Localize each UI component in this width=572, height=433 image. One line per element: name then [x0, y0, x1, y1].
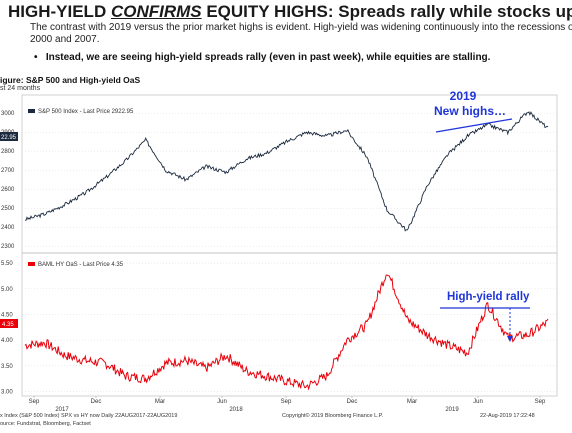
y-tick-label: 4.50 — [1, 312, 13, 318]
hy-rally-annotation: High-yield rally — [447, 291, 530, 303]
spx-last-badge — [0, 132, 18, 141]
spx-legend-swatch — [28, 109, 35, 113]
footer-source: ource: Fundstrat, Bloomberg, Factset — [0, 421, 91, 427]
spx-series-line — [24, 111, 549, 232]
x-year-label: 2019 — [445, 407, 459, 413]
new-highs-trend-line — [435, 118, 513, 133]
x-month-label: Mar — [407, 399, 417, 405]
hy-legend-swatch — [28, 262, 35, 266]
new-highs-annotation-year: 2019 — [450, 89, 477, 103]
slide-title: HIGH-YIELD CONFIRMS EQUITY HIGHS: Spread… — [8, 2, 572, 21]
slide-subtitle: The contrast with 2019 versus the prior … — [30, 22, 572, 45]
bullet-point: • Instead, we are seeing high-yield spre… — [34, 52, 491, 63]
figure-title: igure: S&P 500 and High-yield OaS — [0, 75, 141, 85]
y-tick-label: 2800 — [1, 149, 15, 155]
x-month-label: Sep — [29, 399, 40, 405]
y-tick-label: 2300 — [1, 244, 15, 250]
x-year-label: 2017 — [55, 407, 69, 413]
y-tick-label: 2400 — [1, 225, 15, 231]
hy-last-value: 4.35 — [2, 322, 14, 328]
x-month-label: Sep — [281, 399, 292, 405]
y-tick-label: 3.00 — [1, 389, 13, 395]
x-year-label: 2018 — [229, 407, 243, 413]
hy-legend-label: BAML HY OaS - Last Price 4.35 — [38, 262, 124, 268]
y-tick-label: 3.50 — [1, 364, 13, 370]
x-month-label: Dec — [91, 399, 102, 405]
x-month-label: Jun — [217, 399, 227, 405]
x-month-label: Mar — [155, 399, 165, 405]
hy-last-badge — [0, 319, 18, 328]
y-tick-label: 2700 — [1, 168, 15, 174]
new-highs-annotation-text: New highs… — [434, 104, 506, 118]
spx-last-value: 22.95 — [1, 135, 17, 141]
footer-line-1: x Index (S&P 500 Index) SPX vs HY now Da… — [0, 413, 535, 419]
figure-subtitle: st 24 months — [0, 85, 41, 92]
y-tick-label: 2600 — [1, 187, 15, 193]
spx-legend-label: S&P 500 Index - Last Price 2922.95 — [38, 109, 134, 115]
hy-series-line — [24, 274, 549, 391]
x-month-label: Sep — [535, 399, 546, 405]
x-month-label: Dec — [347, 399, 358, 405]
y-tick-label: 2500 — [1, 206, 15, 212]
chart-frame-bottom — [21, 252, 558, 397]
chart-frame-top — [21, 94, 558, 254]
y-tick-label: 5.50 — [1, 261, 13, 267]
y-tick-label: 4.00 — [1, 338, 13, 344]
hy-rally-arrow-head — [507, 336, 513, 342]
y-tick-label: 5.00 — [1, 287, 13, 293]
x-month-label: Jun — [473, 399, 483, 405]
y-tick-label: 3000 — [1, 111, 15, 117]
